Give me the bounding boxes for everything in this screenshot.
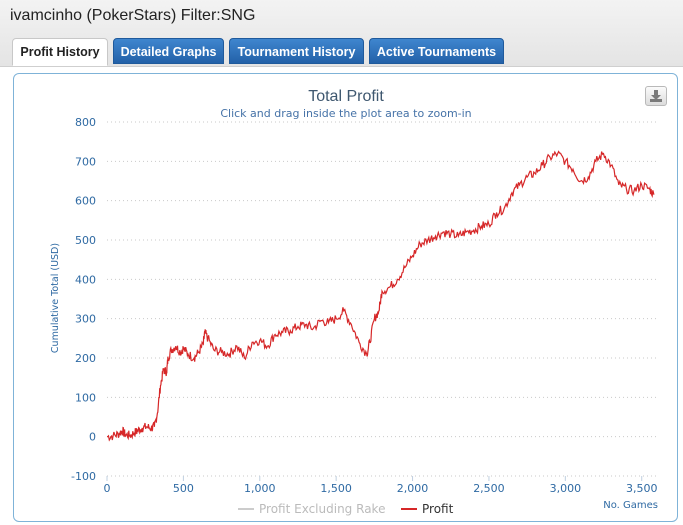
chart-title: Total Profit <box>308 88 384 105</box>
chart-subtitle: Click and drag inside the plot area to z… <box>220 107 471 120</box>
legend-label-profit: Profit <box>422 502 454 516</box>
header-bar: ivamcinho (PokerStars) Filter:SNG Profit… <box>0 0 683 67</box>
tab-tournament-history[interactable]: Tournament History <box>229 38 364 64</box>
x-tick-label: 500 <box>173 482 194 495</box>
x-axis-ticks: 0 500 1,000 1,500 2,000 2,500 3,000 3,500 <box>104 476 658 495</box>
page-title: ivamcinho (PokerStars) Filter:SNG <box>10 7 256 24</box>
y-tick-label: 100 <box>75 391 96 404</box>
x-tick-label: 2,000 <box>397 482 429 495</box>
gridlines <box>107 121 657 477</box>
y-tick-label: 500 <box>75 234 96 247</box>
y-tick-label: -100 <box>71 470 96 483</box>
y-tick-label: 400 <box>75 273 96 286</box>
x-tick-label: 1,000 <box>244 482 276 495</box>
tab-profit-history[interactable]: Profit History <box>12 38 108 66</box>
chart-panel <box>13 73 678 522</box>
x-tick-label: 1,500 <box>320 482 352 495</box>
y-tick-label: 700 <box>75 155 96 168</box>
y-tick-label: 0 <box>89 431 96 444</box>
y-tick-label: 200 <box>75 352 96 365</box>
y-tick-label: 600 <box>75 195 96 208</box>
x-tick-label: 0 <box>104 482 111 495</box>
profit-line[interactable] <box>107 150 655 442</box>
legend-item-profit[interactable]: Profit <box>401 502 454 516</box>
y-axis-label: Cumulative Total (USD) <box>50 243 61 353</box>
x-tick-label: 3,000 <box>550 482 582 495</box>
x-axis-label: No. Games <box>603 500 658 511</box>
y-tick-label: 300 <box>75 313 96 326</box>
legend-label-excluding-rake: Profit Excluding Rake <box>259 502 385 516</box>
x-tick-label: 3,500 <box>626 482 658 495</box>
download-icon <box>650 90 662 102</box>
y-axis-ticks: -100 0 100 200 300 400 500 600 700 800 <box>71 116 96 483</box>
series-layer <box>107 150 655 442</box>
legend: Profit Excluding Rake Profit <box>238 502 454 516</box>
tab-detailed-graphs[interactable]: Detailed Graphs <box>113 38 224 64</box>
y-tick-label: 800 <box>75 116 96 129</box>
legend-item-profit-excluding-rake[interactable]: Profit Excluding Rake <box>238 502 385 516</box>
x-tick-label: 2,500 <box>473 482 505 495</box>
export-button[interactable] <box>645 86 667 106</box>
tab-active-tournaments[interactable]: Active Tournaments <box>369 38 504 64</box>
